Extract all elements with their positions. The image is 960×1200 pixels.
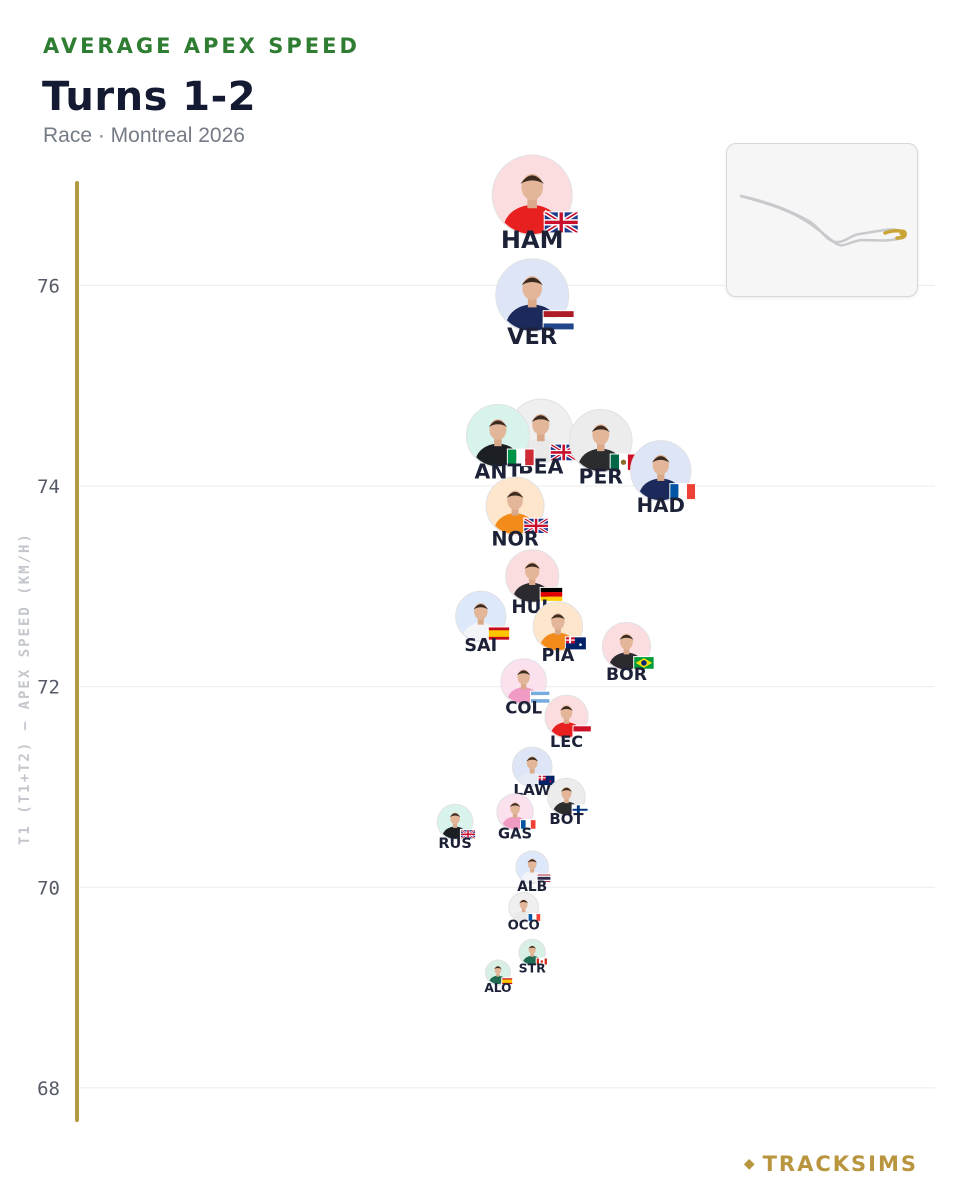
flag-ca-icon xyxy=(535,957,548,966)
driver-point-alb: ALB xyxy=(515,850,552,895)
driver-label-pia: PIA xyxy=(541,646,574,666)
chart-kicker: AVERAGE APEX SPEED xyxy=(43,34,360,58)
track-outline-icon xyxy=(739,194,907,247)
flag-ar-icon xyxy=(529,690,551,704)
y-tick-label-74: 74 xyxy=(37,476,60,498)
driver-point-sai: SAI xyxy=(455,590,511,656)
flag-mc-icon xyxy=(572,725,592,738)
brand-logo: ◆ TRACKSIMS xyxy=(744,1152,918,1176)
driver-label-alb: ALB xyxy=(517,879,547,895)
driver-point-had: HAD xyxy=(630,440,697,517)
flag-gb-icon xyxy=(542,209,580,235)
flag-gb-icon xyxy=(522,516,550,535)
driver-point-ham: HAM xyxy=(491,154,580,254)
driver-label-per: PER xyxy=(579,464,624,488)
driver-label-str: STR xyxy=(519,961,547,976)
driver-label-bor: BOR xyxy=(606,665,647,685)
track-minimap xyxy=(726,143,918,297)
driver-label-col: COL xyxy=(505,699,542,718)
flag-gb-icon xyxy=(459,828,477,840)
driver-point-oco: OCO xyxy=(508,891,542,933)
driver-label-sai: SAI xyxy=(464,636,497,656)
driver-point-nor: NOR xyxy=(485,476,550,551)
driver-point-pia: PIA xyxy=(532,601,587,666)
flag-au-icon xyxy=(564,636,587,651)
driver-label-bot: BOT xyxy=(549,810,584,828)
driver-label-law: LAW xyxy=(513,781,551,799)
driver-point-gas: GAS xyxy=(496,793,537,842)
y-tick-label-72: 72 xyxy=(37,677,60,699)
diamond-icon: ◆ xyxy=(743,1156,757,1172)
flag-th-icon xyxy=(536,873,552,884)
driver-label-lec: LEC xyxy=(550,732,583,751)
brand-name: TRACKSIMS xyxy=(762,1152,918,1176)
driver-label-nor: NOR xyxy=(491,528,539,551)
driver-point-rus: RUS xyxy=(436,803,477,852)
driver-label-ham: HAM xyxy=(501,226,564,254)
driver-point-law: LAW xyxy=(511,746,556,799)
driver-point-lec: LEC xyxy=(544,694,592,751)
driver-label-rus: RUS xyxy=(438,836,471,852)
y-tick-label-76: 76 xyxy=(37,275,60,297)
driver-label-oco: OCO xyxy=(508,918,540,933)
driver-label-had: HAD xyxy=(637,494,685,517)
flag-nz-icon xyxy=(537,774,556,787)
flag-br-icon xyxy=(633,656,655,670)
driver-point-ver: VER xyxy=(495,258,575,350)
driver-label-alo: ALO xyxy=(484,981,511,995)
flag-es-icon xyxy=(501,977,514,986)
driver-point-per: PER xyxy=(568,409,638,488)
driver-point-str: STR xyxy=(518,938,548,976)
y-tick-label-68: 68 xyxy=(37,1078,60,1100)
chart-title: Turns 1-2 xyxy=(42,74,257,120)
driver-point-bor: BOR xyxy=(601,621,655,685)
flag-fr-icon xyxy=(669,483,697,501)
driver-label-gas: GAS xyxy=(498,825,532,842)
flag-fi-icon xyxy=(571,804,589,816)
driver-label-ver: VER xyxy=(507,324,557,350)
y-tick-label-70: 70 xyxy=(37,877,60,899)
flag-fr-icon xyxy=(527,913,542,922)
flag-it-icon xyxy=(506,448,535,467)
driver-point-alo: ALO xyxy=(484,959,514,995)
driver-point-bot: BOT xyxy=(547,777,589,828)
flag-es-icon xyxy=(487,626,511,641)
flag-de-icon xyxy=(539,586,564,602)
driver-point-col: COL xyxy=(500,658,551,718)
driver-point-hul: HUL xyxy=(505,549,564,618)
flag-fr-icon xyxy=(520,819,537,830)
chart-subtitle: Race · Montreal 2026 xyxy=(43,124,245,147)
flag-nl-icon xyxy=(542,310,575,331)
